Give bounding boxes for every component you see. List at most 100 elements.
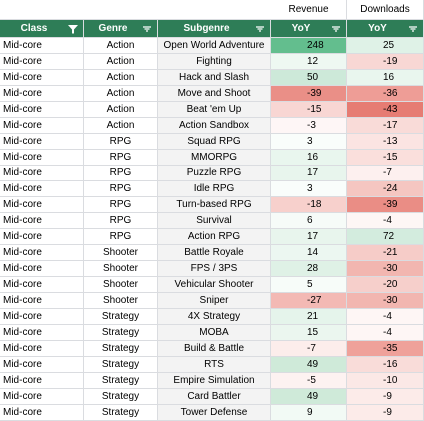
subgenre-cell[interactable]: Sniper — [158, 293, 271, 309]
downloads-yoy-cell[interactable]: -16 — [347, 356, 424, 373]
class-cell[interactable]: Mid-core — [0, 372, 84, 389]
class-cell[interactable]: Mid-core — [0, 101, 84, 118]
downloads-yoy-cell[interactable]: -9 — [347, 404, 424, 421]
subgenre-cell[interactable]: Survival — [158, 213, 271, 230]
downloads-yoy-cell[interactable]: -36 — [347, 85, 424, 102]
subgenre-cell[interactable]: 4X Strategy — [158, 308, 271, 325]
subgenre-cell[interactable]: Battle Royale — [158, 245, 271, 262]
subgenre-cell[interactable]: MOBA — [158, 324, 271, 341]
class-column-header[interactable]: Class — [0, 20, 84, 38]
genre-cell[interactable]: Strategy — [84, 372, 158, 389]
downloads-yoy-cell[interactable]: -43 — [347, 101, 424, 118]
revenue-yoy-cell[interactable]: 49 — [271, 356, 347, 373]
class-cell[interactable]: Mid-core — [0, 293, 84, 309]
class-cell[interactable]: Mid-core — [0, 69, 84, 86]
class-cell[interactable]: Mid-core — [0, 324, 84, 341]
genre-cell[interactable]: Shooter — [84, 293, 158, 309]
class-cell[interactable]: Mid-core — [0, 340, 84, 357]
downloads-yoy-cell[interactable]: -10 — [347, 372, 424, 389]
downloads-group-header[interactable]: Downloads — [347, 0, 424, 20]
genre-cell[interactable]: RPG — [84, 181, 158, 198]
subgenre-cell[interactable]: Action Sandbox — [158, 117, 271, 134]
downloads-yoy-column-header[interactable]: YoY — [347, 20, 424, 38]
subgenre-cell[interactable]: Vehicular Shooter — [158, 277, 271, 293]
revenue-yoy-cell[interactable]: -3 — [271, 117, 347, 134]
downloads-yoy-cell[interactable]: 25 — [347, 38, 424, 54]
class-cell[interactable]: Mid-core — [0, 85, 84, 102]
revenue-yoy-cell[interactable]: 50 — [271, 69, 347, 86]
genre-cell[interactable]: Action — [84, 85, 158, 102]
downloads-yoy-cell[interactable]: -35 — [347, 340, 424, 357]
genre-cell[interactable]: RPG — [84, 213, 158, 230]
subgenre-cell[interactable]: Action RPG — [158, 229, 271, 246]
class-cell[interactable]: Mid-core — [0, 404, 84, 421]
class-cell[interactable]: Mid-core — [0, 149, 84, 166]
class-cell[interactable]: Mid-core — [0, 117, 84, 134]
subgenre-cell[interactable]: FPS / 3PS — [158, 261, 271, 278]
class-cell[interactable]: Mid-core — [0, 308, 84, 325]
genre-cell[interactable]: RPG — [84, 229, 158, 246]
genre-cell[interactable]: Action — [84, 69, 158, 86]
subgenre-cell[interactable]: Turn-based RPG — [158, 197, 271, 214]
revenue-yoy-cell[interactable]: 3 — [271, 181, 347, 198]
genre-cell[interactable]: Action — [84, 101, 158, 118]
revenue-yoy-cell[interactable]: 17 — [271, 229, 347, 246]
revenue-yoy-cell[interactable]: 12 — [271, 53, 347, 70]
class-cell[interactable]: Mid-core — [0, 245, 84, 262]
subgenre-cell[interactable]: Move and Shoot — [158, 85, 271, 102]
class-cell[interactable]: Mid-core — [0, 213, 84, 230]
subgenre-cell[interactable]: Beat 'em Up — [158, 101, 271, 118]
downloads-yoy-cell[interactable]: -9 — [347, 388, 424, 405]
subgenre-cell[interactable]: Puzzle RPG — [158, 165, 271, 182]
revenue-yoy-cell[interactable]: -27 — [271, 293, 347, 309]
filter-icon[interactable] — [142, 24, 152, 34]
class-cell[interactable]: Mid-core — [0, 229, 84, 246]
downloads-yoy-cell[interactable]: -4 — [347, 213, 424, 230]
class-cell[interactable]: Mid-core — [0, 356, 84, 373]
revenue-yoy-cell[interactable]: 6 — [271, 213, 347, 230]
subgenre-cell[interactable]: Card Battler — [158, 388, 271, 405]
class-cell[interactable]: Mid-core — [0, 277, 84, 293]
revenue-yoy-column-header[interactable]: YoY — [271, 20, 347, 38]
subgenre-cell[interactable]: RTS — [158, 356, 271, 373]
revenue-yoy-cell[interactable]: 15 — [271, 324, 347, 341]
revenue-yoy-cell[interactable]: 16 — [271, 149, 347, 166]
genre-cell[interactable]: RPG — [84, 197, 158, 214]
genre-column-header[interactable]: Genre — [84, 20, 158, 38]
subgenre-cell[interactable]: MMORPG — [158, 149, 271, 166]
revenue-group-header[interactable]: Revenue — [271, 0, 347, 20]
filter-icon[interactable] — [331, 24, 341, 34]
revenue-yoy-cell[interactable]: 21 — [271, 308, 347, 325]
downloads-yoy-cell[interactable]: -30 — [347, 261, 424, 278]
downloads-yoy-cell[interactable]: -13 — [347, 133, 424, 150]
downloads-yoy-cell[interactable]: -24 — [347, 181, 424, 198]
revenue-yoy-cell[interactable]: -15 — [271, 101, 347, 118]
genre-cell[interactable]: Shooter — [84, 261, 158, 278]
genre-cell[interactable]: Strategy — [84, 340, 158, 357]
downloads-yoy-cell[interactable]: -17 — [347, 117, 424, 134]
class-cell[interactable]: Mid-core — [0, 197, 84, 214]
revenue-yoy-cell[interactable]: -18 — [271, 197, 347, 214]
class-cell[interactable]: Mid-core — [0, 53, 84, 70]
revenue-yoy-cell[interactable]: 5 — [271, 277, 347, 293]
subgenre-cell[interactable]: Empire Simulation — [158, 372, 271, 389]
revenue-yoy-cell[interactable]: -7 — [271, 340, 347, 357]
revenue-yoy-cell[interactable]: 9 — [271, 404, 347, 421]
genre-cell[interactable]: Shooter — [84, 277, 158, 293]
genre-cell[interactable]: RPG — [84, 133, 158, 150]
genre-cell[interactable]: Strategy — [84, 388, 158, 405]
filter-icon[interactable] — [408, 24, 418, 34]
subgenre-cell[interactable]: Hack and Slash — [158, 69, 271, 86]
revenue-yoy-cell[interactable]: -5 — [271, 372, 347, 389]
genre-cell[interactable]: Action — [84, 38, 158, 54]
downloads-yoy-cell[interactable]: -19 — [347, 53, 424, 70]
genre-cell[interactable]: Action — [84, 117, 158, 134]
filter-icon[interactable] — [68, 24, 78, 34]
genre-cell[interactable]: Strategy — [84, 324, 158, 341]
revenue-yoy-cell[interactable]: 248 — [271, 38, 347, 54]
subgenre-cell[interactable]: Squad RPG — [158, 133, 271, 150]
downloads-yoy-cell[interactable]: -21 — [347, 245, 424, 262]
downloads-yoy-cell[interactable]: -39 — [347, 197, 424, 214]
revenue-yoy-cell[interactable]: 3 — [271, 133, 347, 150]
subgenre-cell[interactable]: Open World Adventure — [158, 38, 271, 54]
